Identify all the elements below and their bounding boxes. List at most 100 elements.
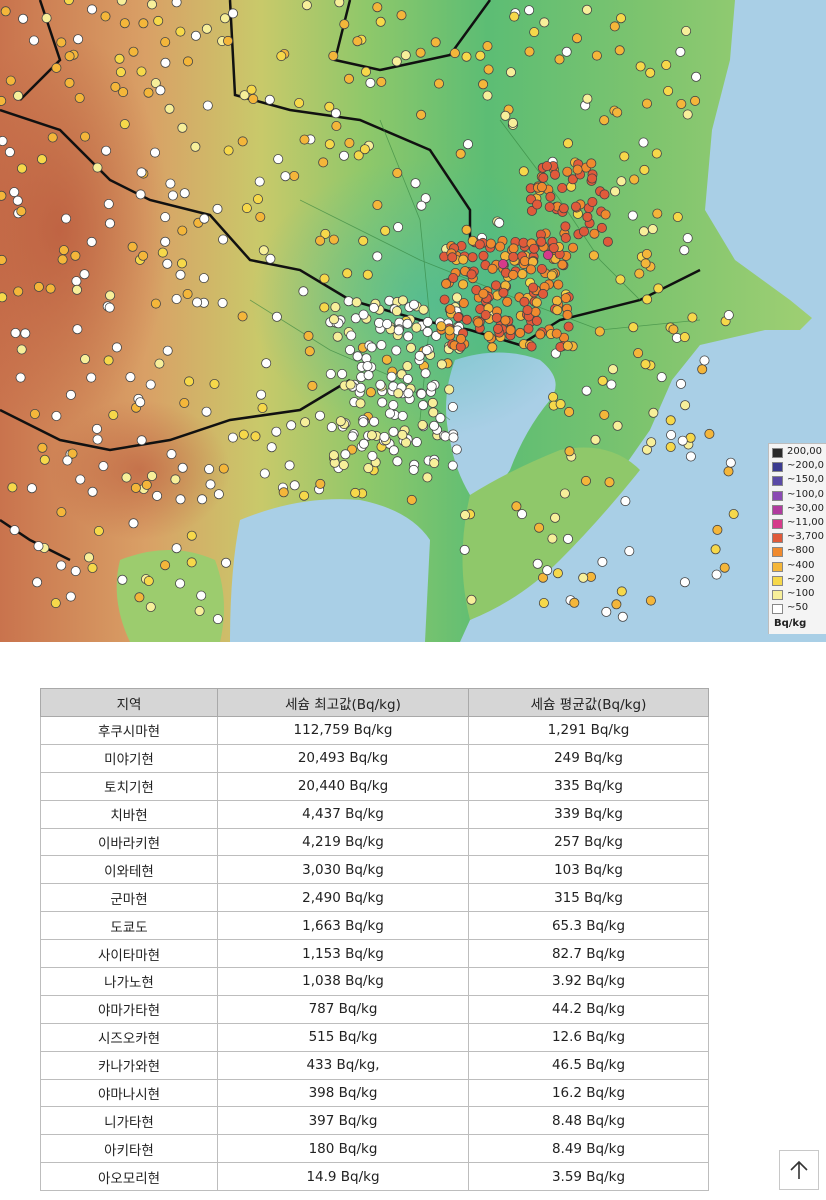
table-row: 도쿄도 1,663 Bq/kg 65.3 Bq/kg: [40, 911, 709, 941]
cell-max: 1,663 Bq/kg: [217, 911, 469, 941]
legend-item: ~30,00: [772, 502, 826, 516]
cell-max: 180 Bq/kg: [217, 1134, 469, 1164]
cell-max: 4,219 Bq/kg: [217, 827, 469, 857]
cell-avg: 1,291 Bq/kg: [468, 716, 709, 745]
table-row: 군마현 2,490 Bq/kg 315 Bq/kg: [40, 883, 709, 913]
header-max: 세슘 최고값(Bq/kg): [217, 688, 469, 717]
legend-swatch: [772, 476, 783, 487]
cell-max: 20,493 Bq/kg: [217, 743, 469, 773]
table-row: 나가노현 1,038 Bq/kg 3.92 Bq/kg: [40, 967, 709, 996]
legend-item: ~11,00: [772, 517, 826, 530]
scroll-to-top-button[interactable]: [779, 1150, 819, 1190]
cell-region: 이바라키현: [40, 827, 218, 857]
cell-max: 1,038 Bq/kg: [217, 967, 469, 996]
map-legend: 200,00 ~200,0 ~150,0 ~100,0 ~30,00 ~11,00 ~3,7…: [768, 443, 826, 634]
legend-swatch: [772, 575, 783, 586]
cell-region: 카나가와현: [40, 1050, 218, 1080]
table-row: 사이타마현 1,153 Bq/kg 82.7 Bq/kg: [40, 939, 709, 969]
cell-region: 도쿄도: [40, 911, 218, 941]
table-row: 토치기현 20,440 Bq/kg 335 Bq/kg: [40, 771, 709, 801]
table-row: 카나가와현 433 Bq/kg, 46.5 Bq/kg: [40, 1050, 709, 1080]
table-row: 아키타현 180 Bq/kg 8.49 Bq/kg: [40, 1134, 709, 1164]
cell-region: 시즈오카현: [40, 1022, 218, 1052]
cell-avg: 257 Bq/kg: [468, 827, 709, 857]
cell-avg: 82.7 Bq/kg: [468, 939, 709, 969]
legend-item: ~3,700: [772, 531, 826, 544]
legend-item: 200,00: [772, 446, 826, 459]
cell-max: 433 Bq/kg,: [217, 1050, 469, 1080]
legend-item: ~400: [772, 559, 826, 573]
table-header-row: 지역 세슘 최고값(Bq/kg) 세슘 평균값(Bq/kg): [40, 688, 709, 717]
cell-avg: 8.49 Bq/kg: [468, 1134, 709, 1164]
cell-max: 3,030 Bq/kg: [217, 855, 469, 885]
cell-region: 군마현: [40, 883, 218, 913]
cell-region: 니가타현: [40, 1106, 218, 1136]
legend-swatch: [772, 547, 783, 558]
table-row: 야마나시현 398 Bq/kg 16.2 Bq/kg: [40, 1078, 709, 1108]
legend-item: ~200: [772, 574, 826, 587]
table-row: 미야기현 20,493 Bq/kg 249 Bq/kg: [40, 743, 709, 773]
legend-swatch: [772, 490, 783, 501]
cell-region: 아오모리현: [40, 1162, 218, 1192]
legend-swatch: [772, 448, 783, 458]
terrain-map-image: [0, 0, 826, 642]
cell-max: 112,759 Bq/kg: [217, 716, 469, 745]
cell-avg: 335 Bq/kg: [468, 771, 709, 801]
cell-region: 사이타마현: [40, 939, 218, 969]
header-region: 지역: [40, 688, 218, 717]
cell-avg: 339 Bq/kg: [468, 799, 709, 829]
legend-swatch: [772, 533, 783, 544]
cell-max: 515 Bq/kg: [217, 1022, 469, 1052]
cell-region: 치바현: [40, 799, 218, 829]
cell-region: 야마나시현: [40, 1078, 218, 1108]
cell-avg: 8.48 Bq/kg: [468, 1106, 709, 1136]
cell-avg: 46.5 Bq/kg: [468, 1050, 709, 1080]
legend-item: ~100: [772, 588, 826, 601]
table-row: 니가타현 397 Bq/kg 8.48 Bq/kg: [40, 1106, 709, 1136]
cell-region: 후쿠시마현: [40, 716, 218, 745]
cell-max: 20,440 Bq/kg: [217, 771, 469, 801]
legend-unit: Bq/kg: [774, 618, 807, 629]
cell-avg: 12.6 Bq/kg: [468, 1022, 709, 1052]
cell-max: 1,153 Bq/kg: [217, 939, 469, 969]
legend-label: ~150,0: [787, 474, 825, 486]
table-row: 아오모리현 14.9 Bq/kg 3.59 Bq/kg: [40, 1162, 709, 1192]
cell-avg: 65.3 Bq/kg: [468, 911, 709, 941]
legend-item: ~100,0: [772, 488, 826, 502]
legend-label: ~30,00: [787, 502, 825, 514]
legend-label: ~50: [787, 602, 809, 614]
cell-region: 아키타현: [40, 1134, 218, 1164]
legend-item: ~50: [772, 602, 826, 615]
legend-item: ~200,0: [772, 460, 826, 473]
legend-swatch: [772, 504, 783, 515]
table-row: 이와테현 3,030 Bq/kg 103 Bq/kg: [40, 855, 709, 885]
legend-label: ~100: [787, 588, 815, 599]
legend-label: ~400: [787, 559, 815, 571]
table-row: 시즈오카현 515 Bq/kg 12.6 Bq/kg: [40, 1022, 709, 1052]
table-row: 치바현 4,437 Bq/kg 339 Bq/kg: [40, 799, 709, 829]
table-row: 후쿠시마현 112,759 Bq/kg 1,291 Bq/kg: [40, 716, 709, 745]
cell-max: 14.9 Bq/kg: [217, 1162, 469, 1192]
legend-label: ~3,700: [787, 531, 825, 543]
legend-label: ~11,00: [787, 517, 825, 528]
cell-avg: 103 Bq/kg: [468, 855, 709, 885]
legend-label: ~100,0: [787, 488, 825, 500]
legend-swatch: [772, 590, 783, 600]
cell-region: 미야기현: [40, 743, 218, 773]
cell-avg: 3.59 Bq/kg: [468, 1162, 709, 1192]
legend-swatch: [772, 561, 783, 572]
legend-label: ~200,0: [787, 460, 825, 472]
cell-max: 787 Bq/kg: [217, 994, 469, 1024]
cell-region: 이와테현: [40, 855, 218, 885]
cell-avg: 44.2 Bq/kg: [468, 994, 709, 1024]
cell-region: 나가노현: [40, 967, 218, 996]
cell-avg: 3.92 Bq/kg: [468, 967, 709, 996]
cell-avg: 315 Bq/kg: [468, 883, 709, 913]
cell-max: 398 Bq/kg: [217, 1078, 469, 1108]
legend-item: ~150,0: [772, 474, 826, 487]
table-row: 야마가타현 787 Bq/kg 44.2 Bq/kg: [40, 994, 709, 1024]
cell-region: 야마가타현: [40, 994, 218, 1024]
cesium-table: 지역 세슘 최고값(Bq/kg) 세슘 평균값(Bq/kg) 후쿠시마현 112,…: [40, 688, 709, 1192]
table-row: 이바라키현 4,219 Bq/kg 257 Bq/kg: [40, 827, 709, 857]
cell-avg: 16.2 Bq/kg: [468, 1078, 709, 1108]
